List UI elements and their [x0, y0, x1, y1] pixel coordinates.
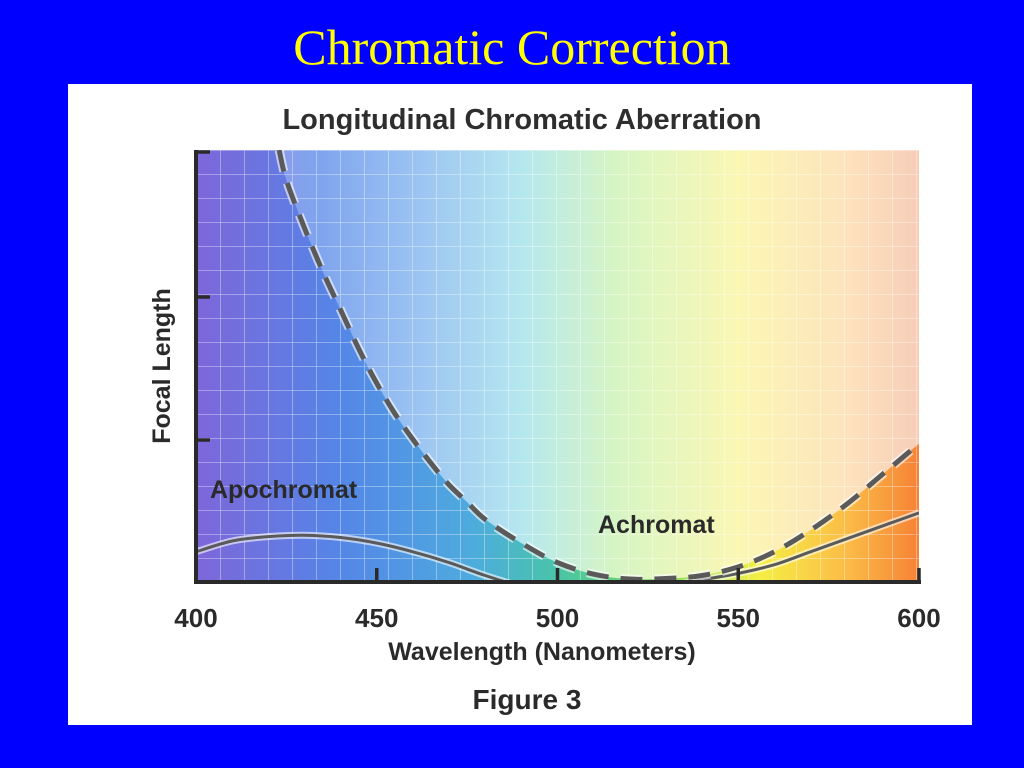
achromat-curve	[276, 150, 919, 582]
chromatic-aberration-chart: Longitudinal Chromatic Aberration 400 450…	[148, 104, 941, 715]
y-axis-label: Focal Length	[148, 288, 176, 444]
plot-grid	[196, 150, 919, 582]
series-label-apochromat: Apochromat	[210, 476, 358, 504]
x-tick-label-500: 500	[536, 603, 579, 633]
series-label-achromat: Achromat	[598, 511, 715, 539]
x-tick-label-550: 550	[717, 603, 760, 633]
figure-panel: Longitudinal Chromatic Aberration 400 450…	[68, 84, 972, 725]
slide-title: Chromatic Correction	[293, 19, 731, 75]
x-tick-label-450: 450	[355, 603, 398, 633]
y-axis	[194, 150, 210, 582]
x-tick-label-400: 400	[174, 603, 217, 633]
chart-title: Longitudinal Chromatic Aberration	[282, 104, 761, 136]
figure-caption: Figure 3	[473, 684, 582, 715]
apochromat-curve	[196, 511, 919, 582]
x-axis-label: Wavelength (Nanometers)	[388, 638, 695, 666]
x-tick-label-600: 600	[897, 603, 940, 633]
